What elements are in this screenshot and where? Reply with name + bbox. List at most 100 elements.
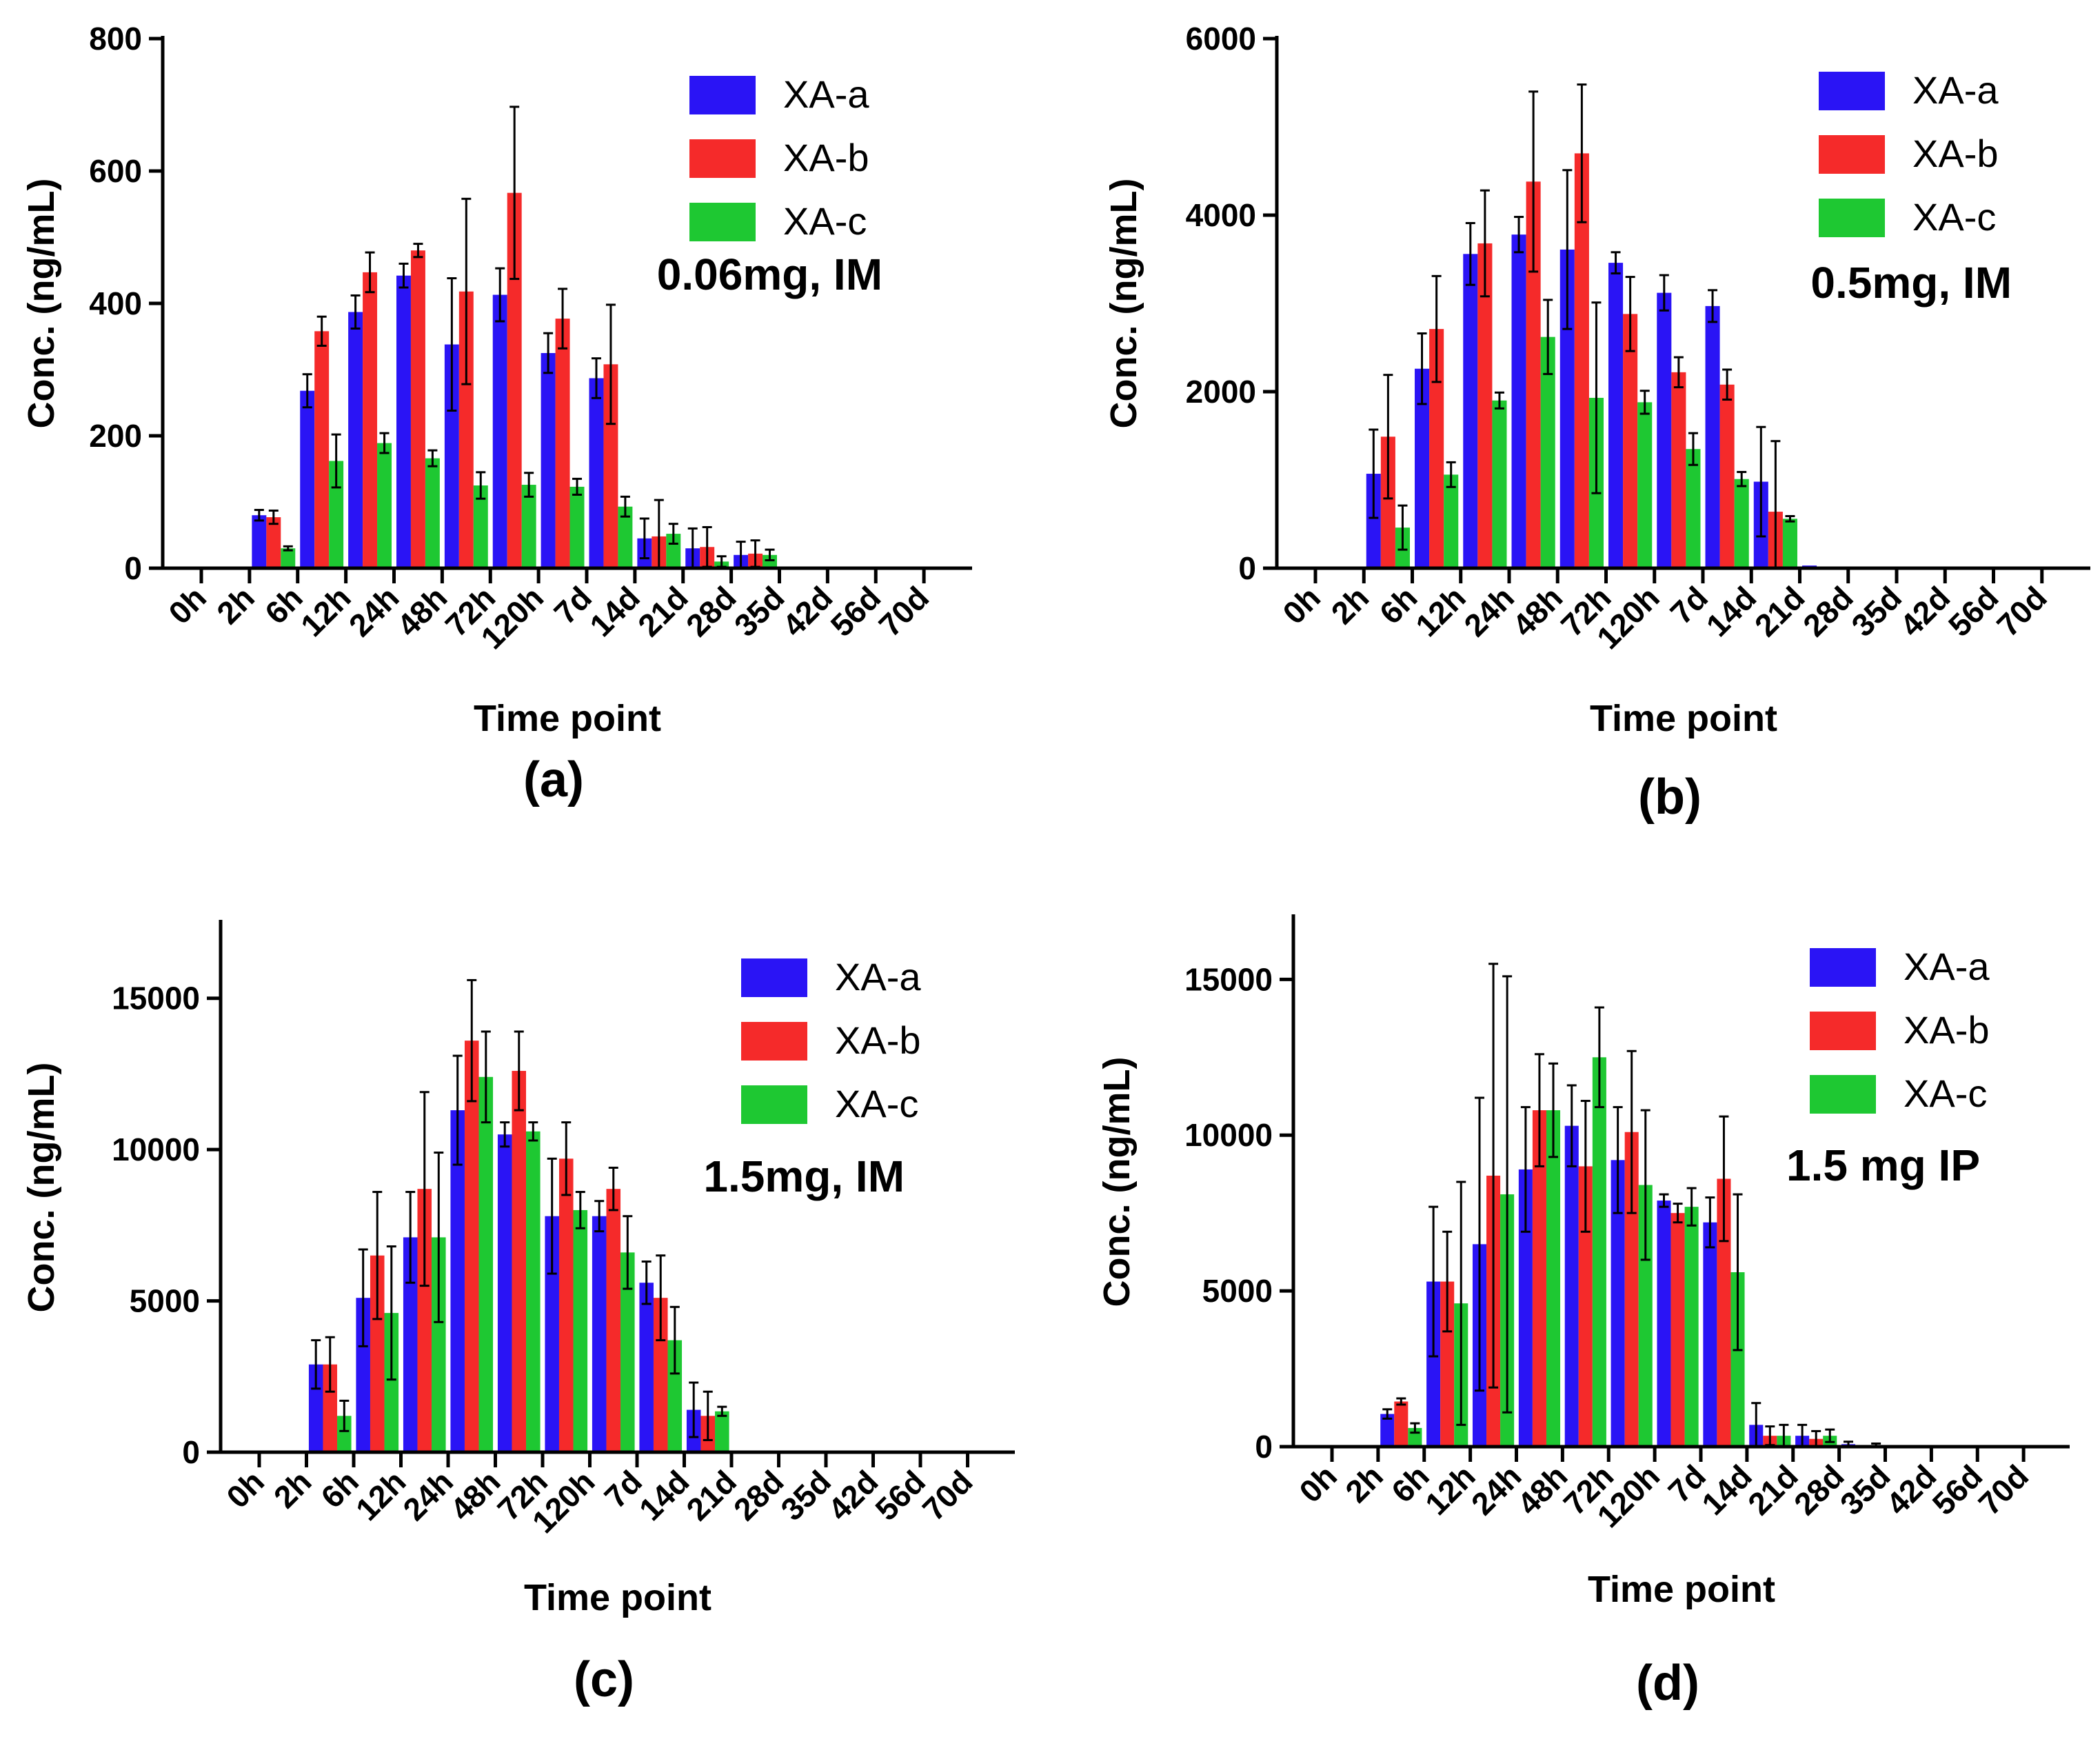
panel-b-bar-XA-b-72h [1623,314,1638,568]
panel-d-legend-swatch-XA-c [1810,1075,1876,1114]
panel-b-bar-XA-a-6h [1415,368,1430,568]
panel-d-bar-XA-c-120h [1684,1207,1699,1447]
panel-b-label: (b) [1638,770,1702,825]
panel-a-chart: 02004006008000h2h6h12h24h48h72h120h7d14d… [21,21,972,807]
panel-d-ytick-label-5000: 5000 [1202,1273,1273,1309]
panel-a-bar-XA-c-14d [666,534,681,568]
panel-c-ytick-label-10000: 10000 [112,1132,200,1167]
panel-c-bar-XA-b-6h [370,1255,385,1452]
panel-a-xtick-label-70d: 70d [871,579,936,643]
panel-b-bar-XA-b-24h [1526,181,1541,568]
panel-a-legend-label-XA-b: XA-b [783,136,869,179]
panel-a-bar-XA-b-12h [363,272,378,568]
panel-b-bar-XA-b-48h [1574,153,1589,568]
panel-c-ytick-label-5000: 5000 [130,1283,200,1319]
panel-b-bar-XA-a-12h [1463,254,1478,568]
panel-a-bar-XA-a-6h [300,390,315,568]
panel-b-bar-XA-c-6h [1444,474,1459,568]
panel-d-bar-XA-b-72h [1624,1132,1639,1447]
panel-b-legend-label-XA-c: XA-c [1912,195,1996,239]
panel-a-ytick-label-0: 0 [124,550,142,586]
panel-a-bar-XA-c-28d [763,554,778,568]
panel-c-bar-XA-a-72h [545,1216,559,1452]
panel-d-bar-XA-a-7d [1703,1222,1717,1447]
panel-d-ytick-label-10000: 10000 [1184,1117,1273,1153]
panel-a-bar-XA-a-48h [444,344,459,568]
panel-b-bar-XA-a-120h [1657,292,1672,568]
panel-d-xtick-label-0h: 0h [1292,1458,1344,1509]
panel-a-label: (a) [523,752,584,807]
panel-c-bar-XA-c-12h [432,1237,446,1452]
panel-c-bar-XA-c-24h [478,1076,494,1452]
panel-b-bar-XA-c-72h [1637,402,1653,568]
panel-b-bar-XA-a-2h [1366,474,1381,568]
panel-d-legend-label-XA-c: XA-c [1904,1072,1987,1115]
panel-c-bar-XA-b-12h [417,1189,432,1452]
panel-a-legend-label-XA-c: XA-c [783,199,867,243]
panel-d-bar-XA-c-48h [1592,1057,1606,1447]
panel-b-y-axis-title: Conc. (ng/mL) [1103,179,1144,429]
panel-a-bar-XA-c-7d [618,506,633,568]
panel-c-bar-XA-a-6h [356,1298,370,1452]
panel-a-bar-XA-c-48h [473,485,488,568]
panel-a-bar-XA-a-72h [492,294,507,568]
panel-d-xtick-label-2h: 2h [1338,1458,1390,1509]
panel-b-bar-XA-b-7d [1719,384,1735,568]
panel-c-xtick-label-2h: 2h [267,1463,319,1515]
panel-d-bar-XA-a-48h [1564,1125,1579,1447]
panel-c-bar-XA-c-120h [620,1252,635,1452]
panel-a-bar-XA-c-24h [425,458,440,568]
panel-a-bar-XA-b-7d [603,364,618,568]
panel-c-bar-XA-b-2h [323,1364,338,1452]
panel-a-ytick-label-800: 800 [89,21,142,57]
panel-c-label: (c) [574,1652,634,1707]
panel-b-ytick-label-4000: 4000 [1186,197,1256,233]
panel-c-legend-label-XA-a: XA-a [835,955,921,998]
panel-c-bar-XA-b-48h [512,1071,527,1452]
panel-c-bar-XA-b-72h [558,1158,574,1452]
panel-b-annotation: 0.5mg, IM [1810,258,2012,308]
panel-b-bar-XA-b-12h [1477,243,1493,568]
panel-b-bar-XA-c-120h [1686,449,1701,568]
panel-a-bar-XA-b-48h [458,291,474,568]
panel-b-legend-swatch-XA-b [1819,135,1885,174]
panel-d-legend-swatch-XA-a [1810,948,1876,987]
panel-a-bar-XA-b-120h [555,319,570,568]
panel-c-bar-XA-b-120h [606,1189,621,1452]
panel-d-bar-XA-a-24h [1518,1169,1533,1447]
panel-c-bar-XA-a-7d [639,1283,654,1452]
panel-a-legend-label-XA-a: XA-a [783,72,869,116]
panel-a-bar-XA-c-2h [281,548,296,568]
panel-d-bar-XA-c-24h [1546,1110,1561,1447]
panel-d-annotation: 1.5 mg IP [1786,1141,1980,1190]
panel-d-bar-XA-a-120h [1657,1201,1671,1447]
panel-c-bar-XA-c-7d [667,1340,683,1452]
panel-c-bar-XA-a-24h [450,1110,465,1452]
panel-a-y-axis-title: Conc. (ng/mL) [21,179,62,429]
panel-a-legend-swatch-XA-c [689,203,756,241]
panel-b-legend-swatch-XA-c [1819,199,1885,237]
panel-c-xtick-label-70d: 70d [916,1463,980,1527]
panel-c-legend-swatch-XA-a [741,958,807,997]
panel-c-chart: 0500010000150000h2h6h12h24h48h72h120h7d1… [21,920,1015,1707]
panel-c-bar-XA-c-72h [573,1209,588,1452]
panel-b-chart: 02000400060000h2h6h12h24h48h72h120h7d14d… [1103,21,2090,825]
panel-d-bar-XA-c-7d [1730,1272,1745,1447]
panel-d-bar-XA-a-72h [1611,1160,1625,1447]
panel-c-bar-XA-b-24h [464,1041,479,1452]
panel-b-x-axis-title: Time point [1590,698,1777,739]
panel-a-x-axis-title: Time point [474,698,661,739]
panel-d-xtick-label-70d: 70d [1971,1458,2035,1522]
panel-a-bar-XA-a-7d [589,378,604,568]
panel-b-bar-XA-a-72h [1608,263,1624,568]
panel-d-bar-XA-c-72h [1638,1185,1653,1447]
panel-b-bar-XA-c-14d [1782,519,1797,568]
panel-a-legend-swatch-XA-b [689,139,756,178]
panel-b-ytick-label-6000: 6000 [1186,21,1256,57]
panel-b-bar-XA-b-120h [1671,372,1686,568]
panel-d-ytick-label-15000: 15000 [1184,961,1273,997]
panel-c-bar-XA-a-12h [403,1237,418,1452]
panel-c-y-axis-title: Conc. (ng/mL) [21,1063,62,1313]
panel-a-bar-XA-a-2h [252,515,267,568]
